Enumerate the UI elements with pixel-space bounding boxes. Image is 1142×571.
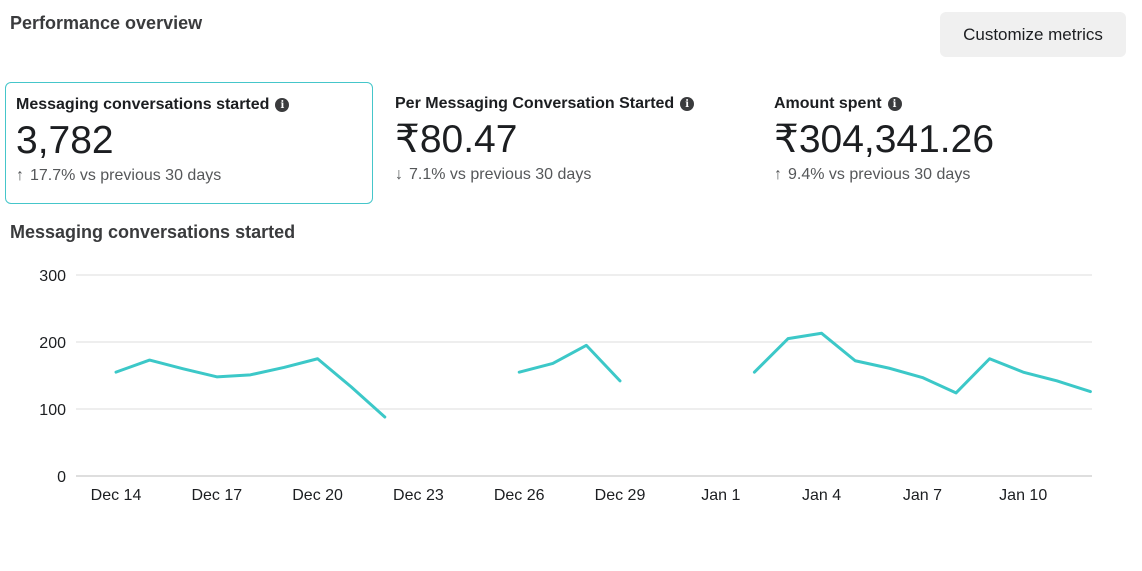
customize-metrics-button[interactable]: Customize metrics xyxy=(940,12,1126,57)
metric-change-text: 17.7% vs previous 30 days xyxy=(30,167,222,184)
y-axis-ticks: 0 100 200 300 xyxy=(39,268,66,486)
metric-change-text: 9.4% vs previous 30 days xyxy=(788,166,971,183)
metric-change: ↑ 17.7% vs previous 30 days xyxy=(16,167,372,185)
arrow-up-icon: ↑ xyxy=(774,166,782,183)
x-axis-ticks: Dec 14 Dec 17 Dec 20 Dec 23 Dec 26 Dec 29 Jan … xyxy=(91,487,1048,504)
series-line-segment[interactable] xyxy=(517,343,622,383)
chart-title: Messaging conversations started xyxy=(10,222,296,242)
info-icon[interactable]: i xyxy=(680,97,695,111)
y-tick-label: 300 xyxy=(39,268,66,285)
x-tick-label: Dec 26 xyxy=(494,487,545,504)
metric-change: ↓ 7.1% vs previous 30 days xyxy=(395,166,753,184)
page-title: Performance overview xyxy=(10,13,203,33)
info-icon[interactable]: i xyxy=(887,97,902,111)
y-tick-label: 0 xyxy=(57,469,66,486)
metric-title: Messaging conversations started i xyxy=(16,96,372,114)
metric-title: Amount spent i xyxy=(774,95,1132,113)
line-chart[interactable]: 0 100 200 300 Dec 14 Dec 17 Dec 20 Dec 23 Dec 2… xyxy=(0,255,1142,525)
metric-card-conversations[interactable]: Messaging conversations started i 3,782 … xyxy=(5,82,373,204)
info-icon[interactable]: i xyxy=(275,98,290,112)
x-tick-label: Dec 23 xyxy=(393,487,444,504)
x-tick-label: Jan 1 xyxy=(701,487,740,504)
x-tick-label: Dec 17 xyxy=(191,487,242,504)
x-tick-label: Dec 20 xyxy=(292,487,343,504)
metric-title-text: Per Messaging Conversation Started xyxy=(395,95,675,112)
y-tick-label: 100 xyxy=(39,402,66,419)
metric-change: ↑ 9.4% vs previous 30 days xyxy=(774,166,1132,184)
metric-value: ₹304,341.26 xyxy=(774,118,995,161)
metric-title: Per Messaging Conversation Started i xyxy=(395,95,753,113)
metric-title-text: Messaging conversations started xyxy=(16,96,270,113)
x-tick-label: Jan 7 xyxy=(903,487,942,504)
metric-card-amount-spent[interactable]: Amount spent i ₹304,341.26 ↑ 9.4% vs pre… xyxy=(764,82,1132,204)
x-tick-label: Jan 4 xyxy=(802,487,841,504)
metric-title-text: Amount spent xyxy=(774,95,882,112)
arrow-up-icon: ↑ xyxy=(16,167,24,184)
x-tick-label: Jan 10 xyxy=(999,487,1047,504)
metric-card-cost-per-conversation[interactable]: Per Messaging Conversation Started i ₹80… xyxy=(385,82,753,204)
series-lines xyxy=(114,331,1092,419)
metric-value: 3,782 xyxy=(16,119,114,162)
metric-value: ₹80.47 xyxy=(395,118,518,161)
x-tick-label: Dec 29 xyxy=(595,487,646,504)
metric-change-text: 7.1% vs previous 30 days xyxy=(409,166,592,183)
x-tick-label: Dec 14 xyxy=(91,487,142,504)
arrow-down-icon: ↓ xyxy=(395,166,403,183)
series-line-segment[interactable] xyxy=(752,331,1092,395)
grid-lines xyxy=(76,274,1092,477)
series-line-segment[interactable] xyxy=(114,357,387,419)
y-tick-label: 200 xyxy=(39,335,66,352)
